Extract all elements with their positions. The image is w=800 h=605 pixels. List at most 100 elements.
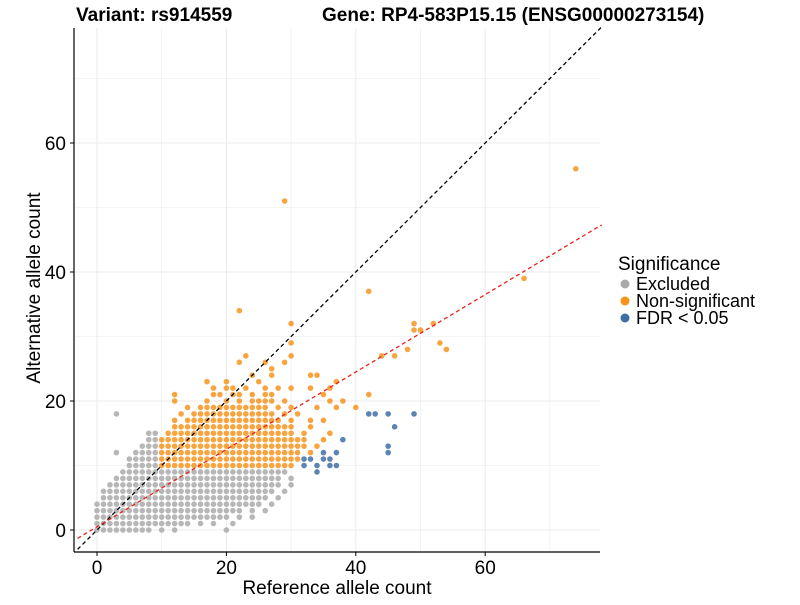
point-fdr xyxy=(411,411,417,417)
point-excluded xyxy=(133,456,139,462)
point-non-significant xyxy=(204,378,210,385)
point-non-significant xyxy=(223,456,230,462)
point-non-significant xyxy=(197,404,204,411)
point-non-significant xyxy=(204,424,210,430)
point-non-significant xyxy=(307,449,314,456)
point-non-significant xyxy=(255,456,262,462)
point-excluded xyxy=(236,488,243,495)
point-excluded xyxy=(197,514,204,520)
point-excluded xyxy=(165,501,171,508)
point-excluded xyxy=(171,507,178,514)
point-excluded xyxy=(275,482,281,488)
point-excluded xyxy=(243,482,249,488)
point-non-significant xyxy=(443,346,450,353)
point-excluded xyxy=(158,527,165,533)
point-excluded xyxy=(210,475,217,482)
point-non-significant xyxy=(301,443,307,449)
point-excluded xyxy=(113,411,120,417)
point-excluded xyxy=(145,501,152,508)
point-excluded xyxy=(158,482,165,488)
point-non-significant xyxy=(268,424,275,430)
point-non-significant xyxy=(236,411,243,417)
point-excluded xyxy=(191,475,197,482)
point-non-significant xyxy=(178,456,184,462)
point-non-significant xyxy=(184,462,191,469)
point-excluded xyxy=(288,475,294,482)
point-non-significant xyxy=(223,449,230,456)
point-fdr xyxy=(320,449,327,456)
point-non-significant xyxy=(184,430,191,437)
point-non-significant xyxy=(191,424,197,430)
point-excluded xyxy=(145,514,152,520)
point-excluded xyxy=(204,469,210,475)
point-excluded xyxy=(145,443,152,449)
point-excluded xyxy=(171,469,178,475)
point-excluded xyxy=(165,514,171,520)
point-non-significant xyxy=(171,391,178,398)
point-non-significant xyxy=(223,424,230,430)
point-non-significant xyxy=(327,430,333,437)
point-fdr xyxy=(372,411,379,417)
point-excluded xyxy=(184,507,191,514)
point-excluded xyxy=(178,514,184,520)
x-tick-label: 60 xyxy=(475,558,496,579)
point-excluded xyxy=(191,488,197,495)
point-excluded xyxy=(133,469,139,475)
point-excluded xyxy=(243,494,249,501)
point-non-significant xyxy=(288,456,294,462)
point-excluded xyxy=(184,494,191,501)
point-non-significant xyxy=(275,430,281,437)
point-non-significant xyxy=(178,436,184,443)
reference-lines-layer xyxy=(77,26,603,550)
point-excluded xyxy=(145,462,152,469)
point-excluded xyxy=(126,501,133,508)
point-excluded xyxy=(145,527,152,533)
point-excluded xyxy=(113,475,120,482)
point-non-significant xyxy=(171,424,178,430)
point-excluded xyxy=(184,488,191,495)
y-axis-title: Alternative allele count xyxy=(24,192,45,384)
point-non-significant xyxy=(178,462,184,469)
point-non-significant xyxy=(268,372,275,379)
point-excluded xyxy=(223,488,230,495)
point-non-significant xyxy=(288,436,294,443)
point-non-significant xyxy=(230,456,236,462)
point-non-significant xyxy=(255,462,262,469)
point-non-significant xyxy=(288,424,294,430)
point-excluded xyxy=(197,507,204,514)
point-non-significant xyxy=(249,398,256,404)
point-excluded xyxy=(171,527,178,533)
y-tick-label: 40 xyxy=(45,263,66,284)
point-excluded xyxy=(133,507,139,514)
point-non-significant xyxy=(243,430,249,437)
point-non-significant xyxy=(268,398,275,404)
point-excluded xyxy=(94,520,100,527)
point-excluded xyxy=(204,488,210,495)
point-excluded xyxy=(204,514,210,520)
point-non-significant xyxy=(217,411,223,417)
point-excluded xyxy=(191,469,197,475)
point-excluded xyxy=(113,501,120,508)
point-non-significant xyxy=(249,436,256,443)
point-excluded xyxy=(120,520,126,527)
point-excluded xyxy=(145,488,152,495)
point-excluded xyxy=(255,494,262,501)
point-non-significant xyxy=(307,417,314,424)
point-non-significant xyxy=(243,411,249,417)
point-excluded xyxy=(126,475,133,482)
point-non-significant xyxy=(217,456,223,462)
point-non-significant xyxy=(217,417,223,424)
point-excluded xyxy=(217,475,223,482)
point-non-significant xyxy=(165,449,171,456)
point-excluded xyxy=(197,520,204,527)
point-non-significant xyxy=(236,417,243,424)
point-non-significant xyxy=(268,411,275,417)
point-excluded xyxy=(275,494,281,501)
legend-label-non-significant: Non-significant xyxy=(636,291,755,311)
point-excluded xyxy=(217,514,223,520)
point-excluded xyxy=(145,482,152,488)
point-excluded xyxy=(165,494,171,501)
point-excluded xyxy=(145,456,152,462)
point-non-significant xyxy=(268,462,275,469)
point-excluded xyxy=(262,482,269,488)
